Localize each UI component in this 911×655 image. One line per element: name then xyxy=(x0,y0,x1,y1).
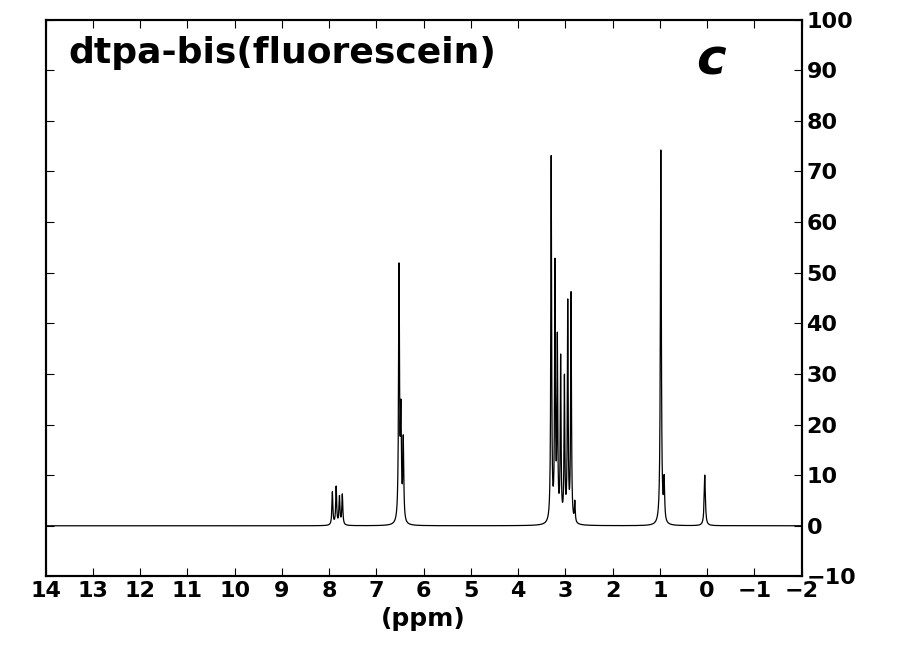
Text: dtpa-bis(fluorescein): dtpa-bis(fluorescein) xyxy=(68,36,496,70)
Text: c: c xyxy=(696,36,726,84)
X-axis label: (ppm): (ppm) xyxy=(381,607,466,631)
